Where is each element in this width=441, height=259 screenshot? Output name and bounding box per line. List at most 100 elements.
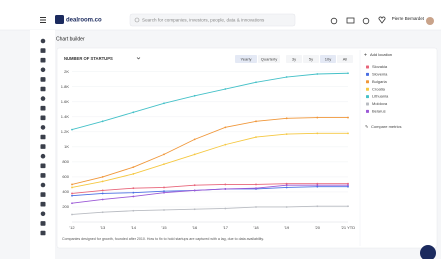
data-point (316, 73, 318, 75)
legend-label[interactable]: Slovakia (372, 64, 388, 69)
nav-icon[interactable] (41, 231, 46, 236)
data-point (163, 209, 165, 211)
data-point (102, 176, 104, 178)
legend-swatch[interactable] (366, 73, 369, 76)
y-tick-label: 1K (64, 144, 69, 149)
metric-selector[interactable]: NUMBER OF STARTUPS (64, 56, 113, 61)
nav-icon[interactable] (41, 77, 46, 82)
nav-icon[interactable] (41, 58, 46, 63)
data-point (132, 210, 134, 212)
legend-label[interactable]: Croatia (372, 86, 386, 91)
nav-icon[interactable] (41, 144, 46, 149)
legend-label[interactable]: Belarus (372, 108, 386, 113)
data-point (71, 187, 73, 189)
legend-label[interactable]: Lithuania (372, 94, 389, 99)
nav-icon[interactable] (41, 106, 46, 111)
nav-icon[interactable] (41, 154, 46, 159)
nav-icon[interactable] (41, 212, 46, 217)
nav-icon[interactable] (41, 116, 46, 121)
nav-icon[interactable] (41, 135, 46, 140)
y-tick-label: 200 (62, 204, 69, 209)
nav-icon[interactable] (41, 125, 46, 130)
y-tick-label: 800 (62, 159, 69, 164)
range-label[interactable]: 10y (325, 56, 331, 61)
data-point (163, 192, 165, 194)
data-point (224, 188, 226, 190)
interval-label[interactable]: Yearly (241, 56, 252, 61)
menu-icon[interactable] (40, 17, 46, 23)
nav-icon[interactable] (41, 173, 46, 178)
range-label[interactable]: 5y (309, 56, 313, 61)
logo-mark (55, 15, 64, 24)
x-tick-label: '18 (253, 225, 259, 230)
data-point (255, 81, 257, 83)
nav-icon[interactable] (41, 164, 46, 169)
user-name[interactable]: Pierre Bernardet (392, 16, 425, 21)
nav-icon[interactable] (41, 202, 46, 207)
range-label[interactable]: All (343, 56, 348, 61)
data-point (71, 195, 73, 197)
search-placeholder: Search for companies, investors, people,… (142, 18, 265, 23)
compare-metrics[interactable]: Compare metrics (371, 124, 401, 129)
nav-icon[interactable] (41, 87, 46, 92)
data-point (194, 138, 196, 140)
data-point (194, 190, 196, 192)
nav-icon[interactable] (41, 39, 46, 44)
data-point (194, 208, 196, 210)
data-point (163, 187, 165, 189)
data-point (102, 181, 104, 183)
nav-icon[interactable] (41, 183, 46, 188)
legend-label[interactable]: Slovenia (372, 71, 388, 76)
data-point (194, 153, 196, 155)
data-point (102, 193, 104, 195)
data-point (71, 202, 73, 204)
add-icon[interactable]: + (364, 52, 367, 58)
data-point (163, 163, 165, 165)
legend-label[interactable]: Moldova (372, 101, 388, 106)
legend-swatch[interactable] (366, 88, 369, 91)
y-tick-label: 1.6K (61, 99, 70, 104)
data-point (71, 184, 73, 186)
footnote: Companies designed for growth, founded a… (62, 237, 264, 241)
legend-swatch[interactable] (366, 95, 369, 98)
data-point (194, 184, 196, 186)
x-tick-label: '17 (223, 225, 229, 230)
data-point (132, 196, 134, 198)
data-point (132, 166, 134, 168)
compare-icon[interactable]: ✎ (365, 124, 368, 129)
data-point (224, 208, 226, 210)
page-title: Chart builder (56, 36, 85, 42)
nav-icon[interactable] (41, 68, 46, 73)
legend-swatch[interactable] (366, 103, 369, 106)
data-point (163, 102, 165, 104)
data-point (347, 132, 349, 134)
data-point (316, 184, 318, 186)
data-point (102, 199, 104, 201)
nav-icon[interactable] (41, 48, 46, 53)
data-point (132, 192, 134, 194)
avatar[interactable] (426, 17, 434, 25)
logo[interactable]: dealroom.co (66, 18, 102, 24)
legend-label[interactable]: Bulgaria (372, 79, 387, 84)
nav-icon[interactable] (41, 96, 46, 101)
legend-swatch[interactable] (366, 80, 369, 83)
page: dealroom.co Search for companies, invest… (0, 0, 441, 259)
legend-swatch[interactable] (366, 66, 369, 69)
data-point (347, 205, 349, 207)
data-point (316, 205, 318, 207)
nav-icon[interactable] (41, 221, 46, 226)
range-label[interactable]: 3y (292, 56, 296, 61)
data-point (286, 184, 288, 186)
legend-swatch[interactable] (366, 110, 369, 113)
add-location[interactable]: Add location (370, 52, 392, 57)
data-point (255, 120, 257, 122)
nav-icon[interactable] (41, 192, 46, 197)
y-tick-label: 400 (62, 189, 69, 194)
y-tick-label: 600 (62, 174, 69, 179)
x-tick-label: '15 (161, 225, 167, 230)
x-tick-label: '14 (131, 225, 137, 230)
data-point (102, 211, 104, 213)
data-point (255, 136, 257, 138)
data-point (224, 126, 226, 128)
interval-label[interactable]: Quarterly (261, 56, 277, 61)
